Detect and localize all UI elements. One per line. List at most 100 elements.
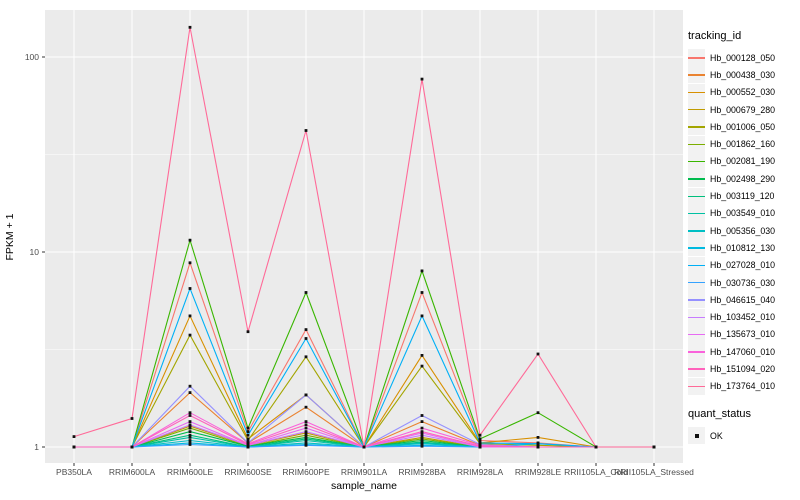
- legend-item-Hb_135673_010: Hb_135673_010: [688, 325, 800, 343]
- legend-item-Hb_103452_010: Hb_103452_010: [688, 308, 800, 326]
- data-point: [188, 314, 192, 318]
- data-point: [304, 355, 308, 359]
- data-point: [536, 442, 540, 446]
- data-point: [130, 445, 134, 449]
- data-point: [536, 436, 540, 439]
- x-tick-label: RRIM928BA: [398, 467, 446, 477]
- legend-item-label: Hb_151094_020: [710, 363, 776, 374]
- x-tick-label: RRIM600SE: [224, 467, 272, 477]
- legend-key-swatch: [688, 291, 705, 309]
- legend-item-label: Hb_005356_030: [710, 225, 776, 236]
- legend-item-label: Hb_001862_160: [710, 139, 776, 150]
- legend-item-Hb_000552_030: Hb_000552_030: [688, 83, 800, 101]
- legend-line-icon: [688, 143, 705, 146]
- legend-key-swatch: [688, 170, 705, 188]
- data-point: [420, 433, 424, 437]
- data-point: [420, 436, 424, 439]
- legend-item-Hb_046615_040: Hb_046615_040: [688, 291, 800, 309]
- data-point: [478, 439, 482, 442]
- legend-item-label: Hb_001006_050: [710, 121, 776, 132]
- legend-item-Hb_000438_030: Hb_000438_030: [688, 66, 800, 84]
- legend-panel: tracking_id Hb_000128_050 Hb_000438_030 Hb…: [688, 30, 800, 445]
- data-point: [536, 411, 540, 415]
- data-point: [246, 443, 250, 446]
- data-point: [188, 436, 192, 439]
- legend-line-icon: [688, 368, 705, 370]
- data-point: [188, 430, 192, 433]
- legend-item-label: Hb_002498_290: [710, 173, 776, 184]
- data-point: [188, 411, 192, 415]
- legend-key-swatch: [688, 187, 705, 205]
- data-point: [478, 444, 482, 448]
- y-axis-title: FPKM + 1: [4, 213, 16, 260]
- data-point: [246, 437, 250, 441]
- legend-item-label: Hb_046615_040: [710, 294, 776, 305]
- data-point: [420, 437, 424, 441]
- data-point: [420, 364, 424, 368]
- data-point: [72, 435, 76, 438]
- data-point: [304, 328, 308, 331]
- data-point: [420, 77, 424, 81]
- legend-line-icon: [688, 212, 705, 215]
- data-point: [304, 420, 308, 423]
- legend-item-label: Hb_027028_010: [710, 260, 776, 271]
- data-point: [304, 439, 308, 442]
- legend-item-Hb_001006_050: Hb_001006_050: [688, 118, 800, 136]
- legend-item-label: Hb_000128_050: [710, 52, 776, 63]
- legend-item-label: Hb_147060_010: [710, 346, 776, 357]
- data-point: [188, 420, 192, 423]
- data-point: [420, 444, 424, 448]
- data-point: [246, 439, 250, 442]
- data-point: [188, 261, 192, 265]
- data-point: [130, 417, 134, 420]
- legend-line-icon: [688, 178, 705, 180]
- data-point: [304, 291, 308, 294]
- data-point: [420, 414, 424, 417]
- data-point: [246, 430, 250, 433]
- legend-item-label: Hb_173764_010: [710, 381, 776, 392]
- data-point: [188, 443, 192, 446]
- legend-key-swatch: [688, 325, 705, 343]
- legend-key-swatch: [688, 135, 705, 153]
- legend-item-Hb_001862_160: Hb_001862_160: [688, 135, 800, 153]
- data-point: [362, 445, 366, 449]
- legend-key-swatch: [688, 66, 705, 84]
- legend-item-label: Hb_000679_280: [710, 104, 776, 115]
- legend-line-icon: [688, 195, 705, 197]
- data-point: [478, 433, 482, 437]
- data-point: [304, 437, 308, 441]
- data-point: [304, 405, 308, 409]
- legend-line-icon: [688, 57, 705, 59]
- data-point: [420, 442, 424, 446]
- legend-item-label: Hb_135673_010: [710, 329, 776, 340]
- legend-item-label: Hb_003549_010: [710, 208, 776, 219]
- legend-line-icon: [688, 74, 705, 76]
- x-tick-label: RRIM901LA: [341, 467, 388, 477]
- data-point: [652, 445, 656, 449]
- data-point: [304, 393, 308, 397]
- data-point: [188, 287, 192, 290]
- legend-item-Hb_005356_030: Hb_005356_030: [688, 222, 800, 240]
- legend-line-icon: [688, 385, 705, 388]
- data-point: [188, 439, 192, 442]
- data-point: [420, 420, 424, 423]
- legend-key-swatch: [688, 377, 705, 395]
- data-point: [188, 414, 192, 417]
- x-tick-label: RRIM600LA: [109, 467, 156, 477]
- x-tick-label: RRIM600LE: [167, 467, 214, 477]
- data-point: [188, 441, 192, 445]
- legend-item-label: Hb_103452_010: [710, 312, 776, 323]
- legend-line-icon: [688, 109, 705, 111]
- data-point: [304, 423, 308, 427]
- legend-item-label: OK: [710, 430, 723, 441]
- legend-key-swatch: [688, 222, 705, 240]
- data-point: [188, 426, 192, 430]
- x-tick-label: RRIM928LA: [457, 467, 504, 477]
- legend-key-swatch: [688, 204, 705, 222]
- legend-item-Hb_173764_010: Hb_173764_010: [688, 377, 800, 395]
- y-tick-label: 10: [30, 247, 40, 257]
- legend-item-label: Hb_002081_190: [710, 156, 776, 167]
- legend-item-Hb_027028_010: Hb_027028_010: [688, 256, 800, 274]
- x-tick-label: RRII105LA_Stressed: [614, 467, 694, 477]
